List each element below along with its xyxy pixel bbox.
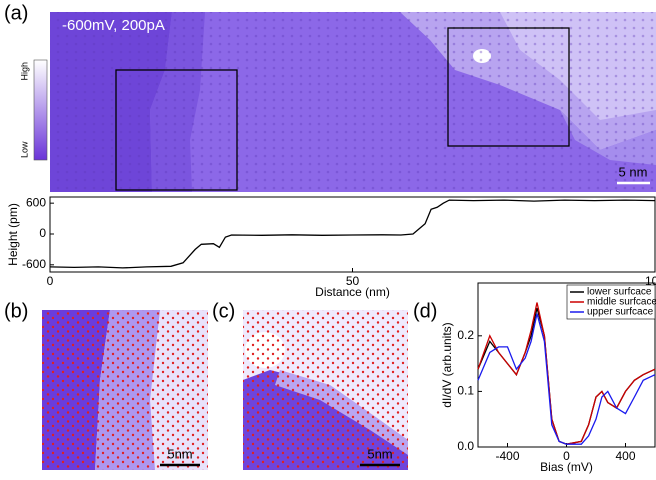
y-tick-label: 0.0 [457,439,474,453]
y-tick-label: 0.1 [457,384,474,398]
y-tick-label: -600 [22,257,46,271]
x-tick-label: 400 [615,449,635,463]
panel-label: (b) [4,300,28,322]
y-tick-label: 600 [26,195,46,209]
scale-label: 5nm [167,446,192,461]
legend-label: lower surfcace [587,287,652,298]
x-tick-label: 0 [563,449,570,463]
y-tick-label: 0.2 [457,328,474,342]
x-tick-label: -400 [495,449,519,463]
panel-label: (a) [4,2,28,24]
data-line [477,302,656,445]
panel-label: (c) [212,300,235,322]
data-line [477,307,656,445]
legend-label: middle surfcace [587,297,656,308]
panel-label: (d) [413,300,437,322]
data-line [49,199,656,269]
conditions: -600mV, 200pA [62,17,165,34]
colorbar-high: High [19,62,29,81]
y-axis-label: dI/dV (arb.units) [440,322,454,407]
stm-image-c [243,310,408,470]
y-axis-label: Height (pm) [6,203,20,266]
y-tick-label: 0 [39,226,46,240]
legend-label: upper surfcace [587,307,654,318]
stm-image-a [50,12,656,192]
scale-label: 5nm [367,446,392,461]
scale-label: 5 nm [619,164,648,179]
colorbar-low: Low [19,141,29,158]
colorbar [33,59,48,161]
x-tick-label: 50 [346,274,360,288]
data-line [477,313,656,445]
x-axis-label: Bias (mV) [540,460,593,474]
stm-image-b [42,310,208,470]
x-tick-label: 100 [645,274,656,288]
x-axis-label: Distance (nm) [315,285,390,299]
x-tick-label: 0 [47,274,54,288]
